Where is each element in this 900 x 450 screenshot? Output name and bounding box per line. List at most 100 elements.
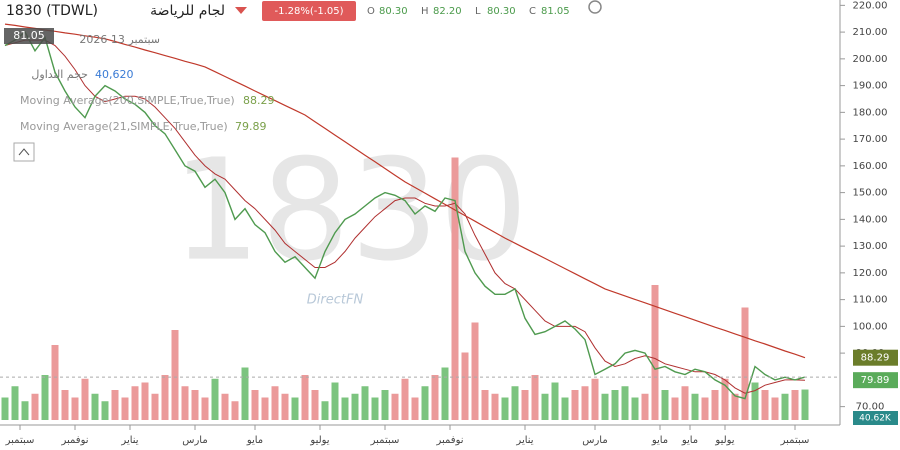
y-tick-label: 210.00	[853, 27, 888, 38]
ma-short-badge	[853, 372, 898, 389]
volume-title: حجم التداول	[31, 68, 88, 81]
volume-bar	[641, 393, 649, 420]
change-badge	[262, 1, 356, 21]
x-tick-label: سبتمبر	[5, 435, 35, 446]
volume-bar	[791, 390, 799, 420]
volume-bar	[421, 386, 429, 420]
x-tick-label: مارس	[582, 435, 607, 446]
y-tick-label: 190.00	[853, 81, 888, 92]
brand: DirectFN	[307, 293, 364, 308]
y-tick-label: 140.00	[853, 214, 888, 225]
volume-bar	[531, 375, 539, 420]
volume-bar	[731, 393, 739, 420]
volume-bar	[11, 386, 19, 420]
volume-bar	[411, 397, 419, 420]
volume-bar	[31, 393, 39, 420]
volume-bar	[511, 386, 519, 420]
y-tick-label: 220.00	[853, 0, 888, 11]
ohlc-value: 82.20	[433, 6, 462, 17]
volume-bar	[191, 390, 199, 420]
down-arrow	[235, 7, 247, 14]
series-line	[4, 31, 806, 400]
volume-bar	[331, 382, 339, 420]
y-tick-label: 100.00	[853, 321, 888, 332]
volume-bar	[61, 390, 69, 420]
volume-bar	[711, 390, 719, 420]
x-tick-label: مايو	[651, 435, 668, 446]
volume-bar	[571, 390, 579, 420]
volume-bar	[361, 386, 369, 420]
ma-long-badge-text: 88.29	[861, 353, 890, 364]
volume-bar	[391, 393, 399, 420]
volume-bar	[561, 397, 569, 420]
volume-bar	[211, 378, 219, 420]
volume-bar	[781, 393, 789, 420]
volume-bar	[611, 390, 619, 420]
volume-bar	[51, 345, 59, 420]
volume-bar	[141, 382, 149, 420]
collapse-button[interactable]	[13, 142, 35, 162]
volume-bar	[201, 397, 209, 420]
settings-icon[interactable]	[588, 0, 602, 14]
ma-long-badge	[853, 349, 898, 366]
volume-bar	[491, 393, 499, 420]
volume-bar	[341, 397, 349, 420]
volume-bar	[131, 386, 139, 420]
volume-bar	[241, 367, 249, 420]
x-tick-label: سبتمبر	[370, 435, 400, 446]
volume-bar	[151, 393, 159, 420]
series-line	[4, 23, 806, 359]
volume-bar	[691, 393, 699, 420]
volume-bar	[551, 382, 559, 420]
series-line	[4, 39, 806, 394]
y-tick-label: 110.00	[853, 295, 888, 306]
volume-bar	[521, 390, 529, 420]
volume-bar	[771, 397, 779, 420]
volume-bar	[71, 397, 79, 420]
date: سبتمبر 13 2026	[79, 33, 160, 46]
x-tick-label: سبتمبر	[780, 435, 810, 446]
volume-bar	[221, 393, 229, 420]
x-tick-label: يوليو	[309, 435, 329, 446]
volume-bar	[721, 378, 729, 420]
volume-bar	[601, 393, 609, 420]
y-tick-label: 70.00	[856, 402, 885, 413]
company-name: لجام للرياضة	[150, 3, 225, 19]
legend-ma-long-value: 88.29	[243, 94, 275, 107]
collapse-icon	[18, 148, 30, 156]
x-tick-label: يوليو	[714, 435, 734, 446]
volume-bar	[311, 390, 319, 420]
ohlc-value: 80.30	[487, 6, 516, 17]
volume-bar	[501, 397, 509, 420]
volume-bar	[161, 375, 169, 420]
ma-short-badge-text: 79.89	[861, 375, 890, 386]
plot-area	[0, 23, 840, 420]
axes: 220.00 210.00 200.00 190.00 180.00 170.00 160.…	[5, 0, 898, 446]
price-badge-text: 81.05	[13, 29, 45, 42]
volume-bar	[351, 393, 359, 420]
volume-bar	[631, 397, 639, 420]
volume-bar	[321, 401, 329, 420]
y-tick-label: 200.00	[853, 54, 888, 65]
ohlc-label: L	[475, 6, 481, 17]
x-tick-label: يناير	[120, 435, 138, 446]
price-badge	[4, 28, 54, 44]
ohlc-value: 80.30	[379, 6, 408, 17]
volume-value: 40,620	[95, 68, 134, 81]
volume-badge-text: 40.62K	[859, 414, 892, 424]
volume-bar	[111, 390, 119, 420]
volume-bar	[251, 390, 259, 420]
volume-bar	[661, 390, 669, 420]
y-tick-label: 160.00	[853, 161, 888, 172]
volume-bar	[381, 390, 389, 420]
watermark: 1830	[172, 130, 528, 293]
volume-bar	[301, 375, 309, 420]
volume-bar	[21, 401, 29, 420]
volume-bar	[291, 397, 299, 420]
volume-bar	[1, 397, 9, 420]
x-tick-label: مايو	[681, 435, 698, 446]
volume-bar	[101, 401, 109, 420]
volume-bar	[231, 401, 239, 420]
change: -1.28%(-1.05)	[274, 6, 343, 17]
